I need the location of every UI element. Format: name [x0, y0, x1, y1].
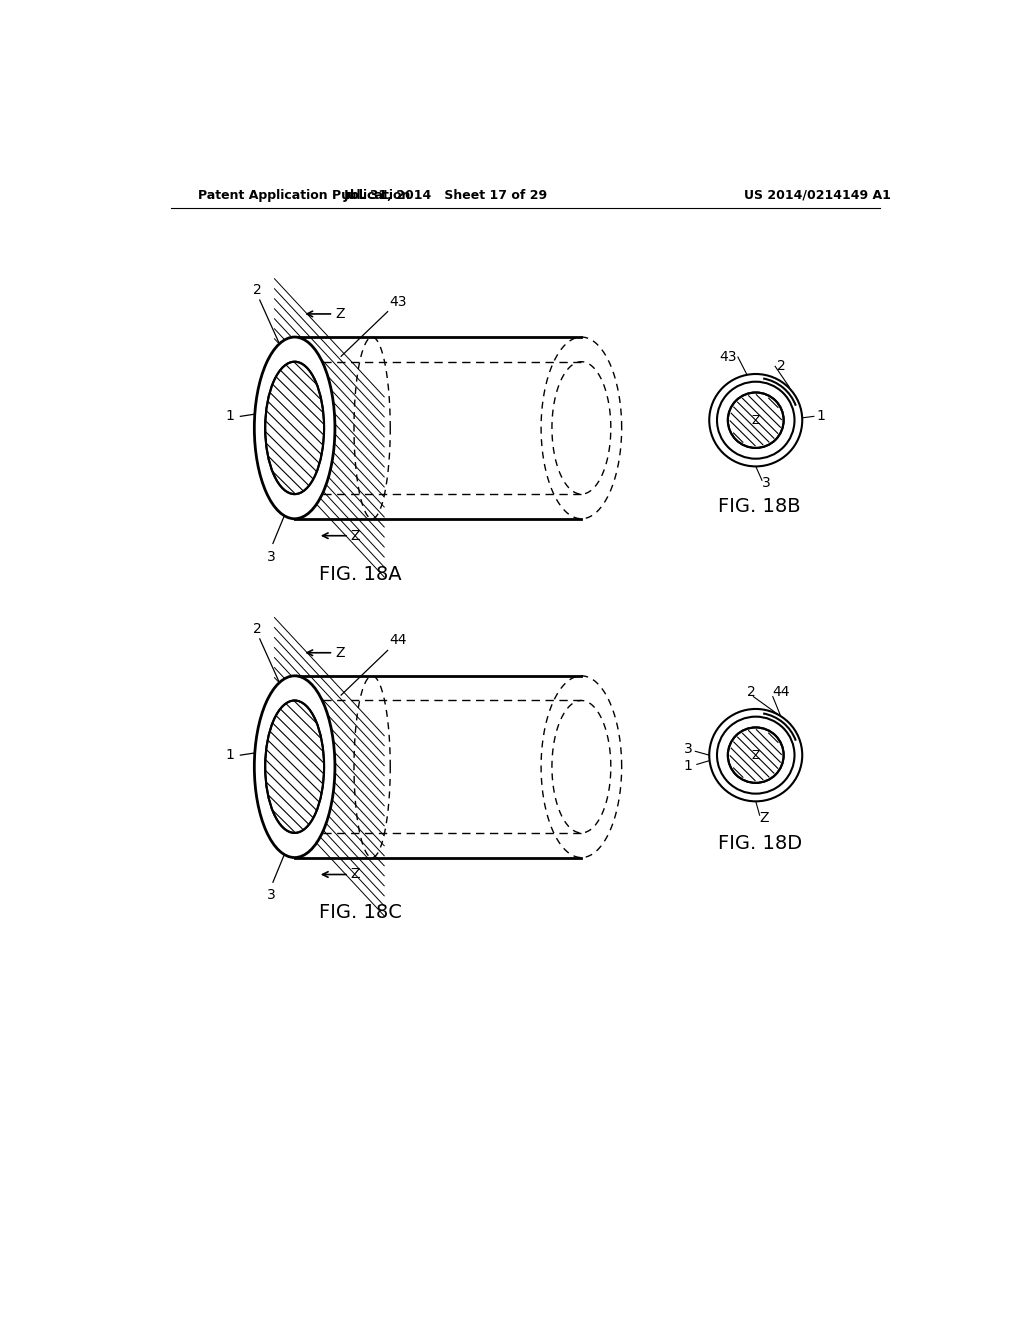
Text: 1: 1	[816, 409, 825, 424]
Text: 44: 44	[389, 634, 407, 647]
Text: 43: 43	[389, 294, 407, 309]
Text: 3: 3	[267, 549, 275, 564]
Ellipse shape	[254, 337, 335, 519]
Ellipse shape	[254, 676, 335, 858]
Text: Jul. 31, 2014   Sheet 17 of 29: Jul. 31, 2014 Sheet 17 of 29	[344, 189, 548, 202]
Circle shape	[728, 727, 783, 783]
Text: Z: Z	[335, 645, 344, 660]
Text: 1: 1	[683, 759, 692, 774]
Text: Z: Z	[752, 413, 760, 426]
Text: Z: Z	[752, 748, 760, 762]
Text: Z: Z	[350, 867, 359, 882]
Circle shape	[728, 392, 783, 447]
Text: Z: Z	[335, 308, 344, 321]
Text: 2: 2	[748, 685, 757, 700]
Text: 1: 1	[225, 748, 234, 762]
Ellipse shape	[265, 362, 324, 494]
Text: Patent Application Publication: Patent Application Publication	[198, 189, 411, 202]
Text: FIG. 18A: FIG. 18A	[319, 565, 401, 583]
Text: Z: Z	[350, 529, 359, 543]
Text: 43: 43	[719, 350, 736, 364]
Text: US 2014/0214149 A1: US 2014/0214149 A1	[744, 189, 891, 202]
Text: 3: 3	[762, 477, 771, 490]
Text: FIG. 18C: FIG. 18C	[319, 903, 402, 923]
Circle shape	[717, 717, 795, 793]
Text: 3: 3	[683, 742, 692, 756]
Ellipse shape	[265, 701, 324, 833]
Text: 2: 2	[253, 282, 262, 297]
Circle shape	[710, 374, 802, 466]
Text: 44: 44	[773, 685, 791, 700]
Text: FIG. 18D: FIG. 18D	[718, 834, 802, 853]
Text: 1: 1	[225, 409, 234, 424]
Circle shape	[710, 709, 802, 801]
Text: FIG. 18B: FIG. 18B	[718, 496, 801, 516]
Text: 2: 2	[253, 622, 262, 636]
Text: Z: Z	[760, 812, 769, 825]
Text: 2: 2	[777, 359, 786, 374]
Text: 3: 3	[267, 888, 275, 903]
Circle shape	[717, 381, 795, 459]
